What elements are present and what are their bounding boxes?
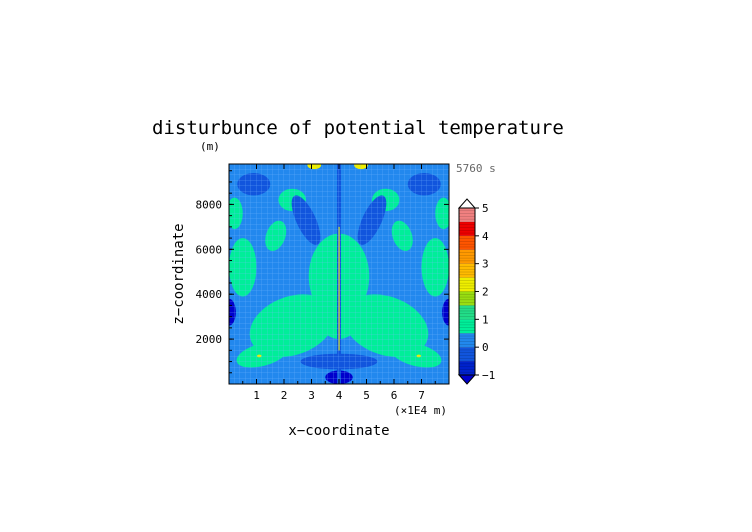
y-tick-label: 4000 [196, 288, 223, 301]
plot-area [229, 164, 449, 384]
y-tick-label: 6000 [196, 243, 223, 256]
y-axis: 2000 4000 6000 8000 [196, 170, 449, 385]
colorbar-level [459, 249, 475, 264]
colorbar-tick-label: 0 [482, 341, 489, 354]
colorbar-level [459, 319, 475, 334]
colorbar-level [459, 208, 475, 222]
x-axis: 1 2 3 4 5 6 7 [228, 164, 450, 402]
y-unit-label: (m) [200, 140, 220, 153]
colorbar-tick-label: 1 [482, 313, 489, 326]
x-tick-label: 4 [336, 389, 343, 402]
grid-overlay [229, 164, 449, 384]
x-tick-label: 5 [363, 389, 370, 402]
colorbar-tick-label: 4 [482, 230, 489, 243]
colorbar-over-arrow [457, 198, 477, 209]
time-label: 5760 s [456, 162, 496, 175]
x-tick-label: 1 [253, 389, 260, 402]
chart-title: disturbunce of potential temperature [152, 117, 564, 139]
x-tick-label: 6 [391, 389, 398, 402]
colorbar-level [459, 235, 475, 250]
colorbar-level [459, 291, 475, 306]
colorbar-tick-label: 3 [482, 258, 489, 271]
x-tick-label: 7 [418, 389, 425, 402]
colorbar-tick-label: 2 [482, 286, 489, 299]
colorbar-level [459, 277, 475, 292]
colorbar-tick-label: 5 [482, 202, 489, 215]
colorbar-tick-label: −1 [482, 369, 495, 382]
x-axis-label: x−coordinate [288, 423, 389, 439]
colorbar-under-arrow [457, 374, 477, 385]
colorbar-level [459, 333, 475, 348]
y-tick-label: 8000 [196, 198, 223, 211]
colorbar-level [459, 305, 475, 320]
y-axis-label: z−coordinate [171, 223, 187, 324]
colorbar: −1 0 1 2 3 4 5 [457, 198, 495, 385]
colorbar-level [459, 347, 475, 362]
colorbar-level [459, 361, 475, 375]
colorbar-level [459, 221, 475, 236]
x-tick-label: 3 [308, 389, 315, 402]
x-tick-label: 2 [281, 389, 288, 402]
y-tick-label: 2000 [196, 333, 223, 346]
colorbar-level [459, 263, 475, 278]
x-unit-label: (×1E4 m) [394, 404, 447, 417]
